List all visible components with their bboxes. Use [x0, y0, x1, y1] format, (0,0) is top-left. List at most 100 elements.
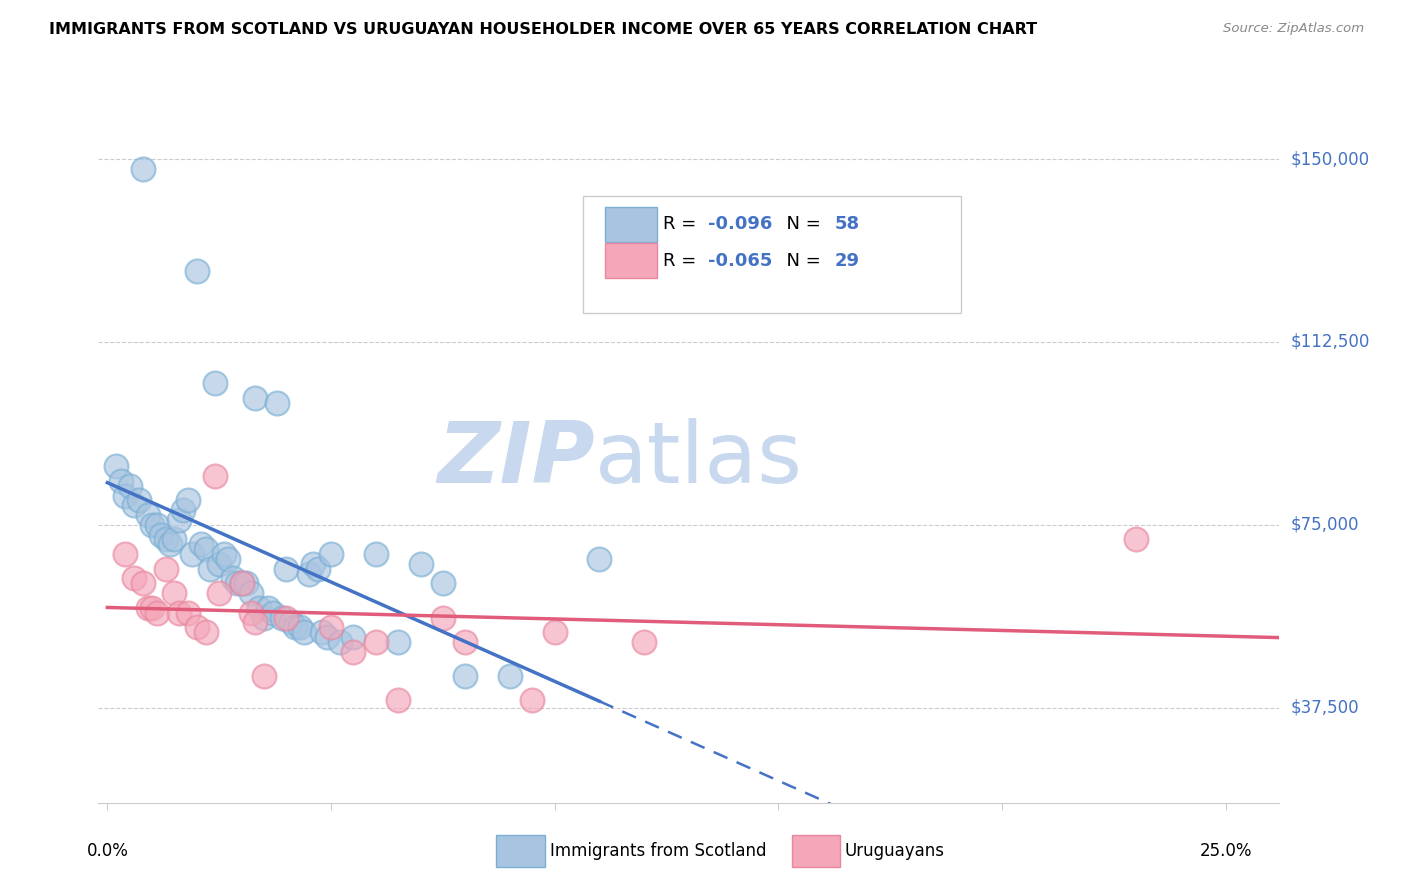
Point	[280, 615, 302, 630]
Point	[276, 562, 298, 576]
Point	[342, 645, 364, 659]
Point	[200, 562, 222, 576]
Point	[194, 542, 217, 557]
Point	[231, 576, 253, 591]
Point	[122, 572, 145, 586]
Point	[284, 620, 307, 634]
Point	[114, 489, 136, 503]
Text: 25.0%: 25.0%	[1199, 842, 1251, 860]
Text: -0.096: -0.096	[707, 215, 772, 233]
Point	[141, 600, 163, 615]
Point	[522, 693, 544, 707]
Point	[239, 606, 262, 620]
Text: Immigrants from Scotland: Immigrants from Scotland	[550, 842, 766, 860]
Point	[172, 503, 194, 517]
Text: N =: N =	[775, 252, 827, 269]
Text: $112,500: $112,500	[1291, 333, 1369, 351]
Point	[387, 693, 409, 707]
Point	[212, 547, 235, 561]
Point	[177, 493, 200, 508]
Point	[145, 517, 167, 532]
Point	[114, 547, 136, 561]
Point	[243, 615, 266, 630]
Point	[177, 606, 200, 620]
Point	[1125, 533, 1147, 547]
Point	[128, 493, 150, 508]
Point	[257, 600, 280, 615]
Point	[387, 635, 409, 649]
Text: -0.065: -0.065	[707, 252, 772, 269]
Text: N =: N =	[775, 215, 827, 233]
Point	[122, 499, 145, 513]
Text: atlas: atlas	[595, 417, 803, 500]
Point	[239, 586, 262, 600]
Text: ZIP: ZIP	[437, 417, 595, 500]
Point	[235, 576, 257, 591]
Point	[110, 474, 132, 488]
Point	[226, 576, 249, 591]
Point	[231, 576, 253, 591]
Text: 0.0%: 0.0%	[86, 842, 128, 860]
Point	[208, 586, 231, 600]
Point	[105, 459, 128, 474]
Point	[315, 630, 337, 644]
Point	[181, 547, 204, 561]
Point	[204, 376, 226, 391]
Point	[319, 547, 342, 561]
Point	[319, 620, 342, 634]
Point	[454, 669, 477, 683]
Point	[544, 625, 567, 640]
Text: $37,500: $37,500	[1291, 698, 1360, 716]
Point	[190, 537, 212, 551]
Text: R =: R =	[664, 215, 702, 233]
Text: 58: 58	[834, 215, 859, 233]
Point	[204, 469, 226, 483]
Point	[186, 620, 208, 634]
Point	[342, 630, 364, 644]
Point	[454, 635, 477, 649]
Text: $150,000: $150,000	[1291, 150, 1369, 168]
Point	[221, 572, 243, 586]
Point	[132, 161, 155, 176]
Point	[432, 610, 454, 624]
Point	[155, 533, 177, 547]
Point	[167, 513, 190, 527]
FancyBboxPatch shape	[496, 835, 546, 867]
Point	[409, 557, 432, 571]
Point	[329, 635, 352, 649]
FancyBboxPatch shape	[582, 195, 960, 313]
Point	[588, 552, 610, 566]
Point	[253, 669, 276, 683]
Point	[633, 635, 655, 649]
Point	[249, 600, 271, 615]
Point	[364, 547, 387, 561]
Point	[150, 527, 173, 541]
Point	[208, 557, 231, 571]
Point	[292, 625, 315, 640]
Text: R =: R =	[664, 252, 702, 269]
Point	[270, 610, 292, 624]
Point	[302, 557, 325, 571]
Point	[155, 562, 177, 576]
Point	[253, 610, 276, 624]
Point	[288, 620, 311, 634]
Point	[163, 533, 186, 547]
Text: $75,000: $75,000	[1291, 516, 1360, 533]
Point	[266, 396, 288, 410]
Text: IMMIGRANTS FROM SCOTLAND VS URUGUAYAN HOUSEHOLDER INCOME OVER 65 YEARS CORRELATI: IMMIGRANTS FROM SCOTLAND VS URUGUAYAN HO…	[49, 22, 1038, 37]
Point	[217, 552, 239, 566]
Point	[145, 606, 167, 620]
Point	[194, 625, 217, 640]
Point	[186, 264, 208, 278]
Point	[141, 517, 163, 532]
Point	[163, 586, 186, 600]
Text: 29: 29	[834, 252, 859, 269]
Point	[499, 669, 522, 683]
Point	[132, 576, 155, 591]
Point	[307, 562, 329, 576]
Point	[136, 600, 159, 615]
Text: Source: ZipAtlas.com: Source: ZipAtlas.com	[1223, 22, 1364, 36]
Point	[167, 606, 190, 620]
Point	[262, 606, 284, 620]
Point	[118, 479, 141, 493]
